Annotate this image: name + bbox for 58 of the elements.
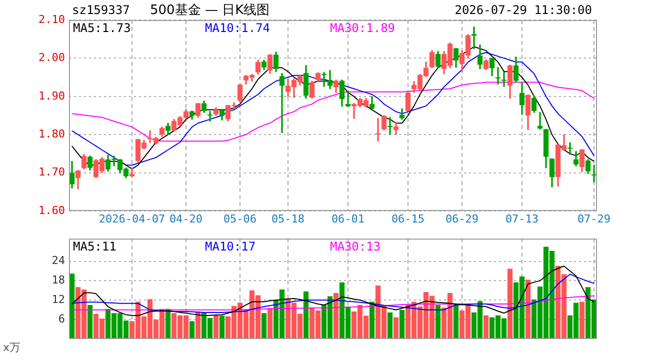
chart-subtitle: sz159337: [72, 3, 130, 17]
x-tick-label: 06-01: [331, 212, 365, 226]
y-axis-title: x万: [3, 340, 21, 355]
bar: [483, 315, 489, 339]
bar: [399, 310, 405, 339]
y-tick-label: 24: [52, 254, 66, 268]
bar: [189, 321, 195, 339]
candlestick: [471, 26, 477, 49]
bar: [261, 313, 267, 339]
x-tick-label: 05-06: [223, 212, 257, 226]
candlestick: [387, 117, 393, 135]
y-tick-label: 1.90: [38, 89, 65, 102]
text: 2026-07-29 11:30:00: [454, 3, 592, 17]
candlestick: [495, 67, 501, 85]
text: MA10:1.74: [205, 21, 270, 36]
bar: [507, 268, 513, 339]
bar: [579, 302, 585, 339]
x-tick-label: 06-15: [391, 212, 425, 226]
x-tick-label: 07-29: [577, 212, 611, 226]
y-tick-label: 18: [52, 274, 65, 287]
candlestick: [321, 72, 327, 87]
bar: [87, 304, 93, 339]
y-tick-label: 6: [58, 312, 65, 326]
bar: [435, 304, 441, 339]
bar: [219, 316, 225, 339]
chart-title: 500基金 — 日K线图: [150, 2, 270, 19]
x-tick-label: 06-29: [445, 212, 479, 226]
x-tick-label: 07-13: [505, 212, 539, 226]
y-tick-label: 2.10: [38, 12, 65, 26]
text: MA30:1.89: [330, 21, 396, 36]
candlestick: [501, 72, 507, 87]
candlestick: [567, 142, 573, 155]
x-tick-label: 05-18: [271, 212, 305, 226]
bar: [393, 317, 399, 339]
bar: [267, 308, 273, 339]
text: MA30:13: [330, 240, 381, 254]
candlestick: [279, 73, 285, 134]
bar: [453, 304, 459, 339]
candlestick: [537, 112, 543, 130]
bar: [525, 280, 531, 339]
candlestick: [207, 110, 213, 122]
text: MA5:1.73: [73, 21, 131, 36]
y-tick-label: 1.60: [38, 204, 65, 217]
candlestick: [375, 118, 381, 142]
text: MA5:11: [73, 240, 116, 254]
x-tick-label: 2026-04-07: [98, 212, 166, 226]
bar: [387, 312, 393, 339]
candlestick: [591, 164, 597, 182]
y-tick-label: 1.70: [38, 166, 65, 179]
y-tick-label: 12: [52, 292, 65, 306]
bar: [303, 291, 309, 339]
bar: [213, 315, 219, 339]
candlestick: [345, 90, 351, 107]
x-tick-label: 04-20: [169, 212, 203, 226]
y-tick-label: 2.00: [38, 51, 65, 64]
y-tick-label: 1.80: [38, 127, 65, 140]
text: MA10:17: [205, 240, 256, 254]
bar: [333, 293, 339, 339]
